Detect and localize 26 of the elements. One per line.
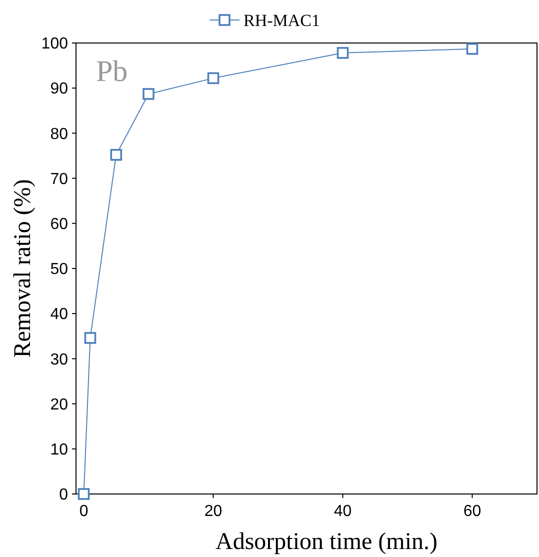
y-tick-label: 60 [50, 216, 68, 233]
point [336, 47, 349, 59]
y-tick-label: 70 [50, 170, 68, 188]
x-axis-title: Adsorption time (min.) [216, 529, 438, 555]
legend-label: RH-MAC1 [244, 10, 320, 30]
y-tick-label: 40 [50, 306, 68, 324]
y-tick-label: 80 [50, 126, 68, 143]
y-tick-label: 10 [50, 442, 68, 458]
point [142, 88, 154, 100]
y-axis-title: Removal ratio (%) [10, 179, 36, 358]
x-tick-label: 60 [463, 503, 482, 520]
annotation: Pb [96, 55, 128, 88]
x-tick-label: 20 [204, 503, 222, 520]
point [78, 488, 90, 500]
point [110, 148, 122, 161]
x-tick-label: 40 [334, 503, 352, 520]
y-tick-label: 90 [50, 80, 68, 98]
y-tick-label: 30 [50, 351, 68, 368]
point [466, 42, 478, 55]
x-tick-label: 0 [79, 503, 88, 520]
y-tick-label: 0 [59, 486, 68, 504]
y-tick-label: 100 [41, 36, 68, 53]
point [207, 72, 220, 84]
y-tick-label: 20 [50, 396, 68, 414]
point [84, 332, 96, 344]
y-tick-label: 50 [50, 261, 68, 278]
